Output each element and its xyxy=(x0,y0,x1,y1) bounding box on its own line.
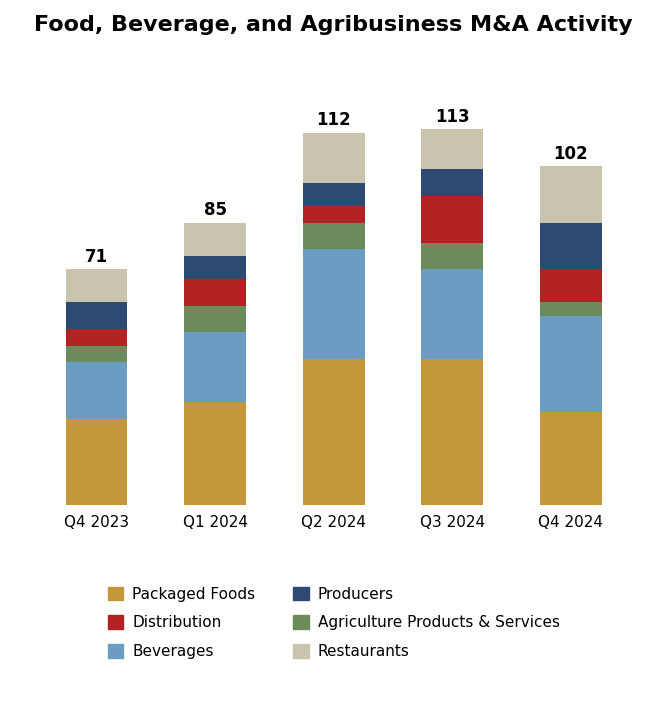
Bar xyxy=(303,223,365,249)
Bar xyxy=(540,223,602,269)
Bar xyxy=(303,183,365,206)
Bar xyxy=(303,133,365,183)
Bar xyxy=(421,196,483,242)
Bar xyxy=(65,419,128,505)
Bar xyxy=(65,303,128,329)
Bar xyxy=(184,402,246,505)
Bar xyxy=(421,359,483,505)
Text: 113: 113 xyxy=(435,108,470,126)
Title: Food, Beverage, and Agribusiness M&A Activity: Food, Beverage, and Agribusiness M&A Act… xyxy=(34,15,633,35)
Bar xyxy=(184,279,246,306)
Text: 102: 102 xyxy=(553,145,588,163)
Text: 112: 112 xyxy=(316,112,351,129)
Bar xyxy=(540,166,602,223)
Bar xyxy=(303,206,365,223)
Bar xyxy=(540,412,602,505)
Bar xyxy=(421,269,483,359)
Bar xyxy=(65,345,128,362)
Bar xyxy=(540,269,602,303)
Bar xyxy=(65,269,128,303)
Bar xyxy=(184,256,246,279)
Text: 85: 85 xyxy=(203,201,227,219)
Bar xyxy=(303,249,365,359)
Bar xyxy=(184,306,246,332)
Bar xyxy=(540,316,602,412)
Text: 71: 71 xyxy=(85,248,108,266)
Legend: Packaged Foods, Distribution, Beverages, Producers, Agriculture Products & Servi: Packaged Foods, Distribution, Beverages,… xyxy=(102,581,566,665)
Bar xyxy=(65,329,128,345)
Bar xyxy=(303,359,365,505)
Bar xyxy=(184,223,246,256)
Bar xyxy=(421,129,483,169)
Bar xyxy=(184,332,246,402)
Bar xyxy=(540,303,602,316)
Bar xyxy=(421,242,483,269)
Bar xyxy=(65,362,128,419)
Bar xyxy=(421,169,483,196)
